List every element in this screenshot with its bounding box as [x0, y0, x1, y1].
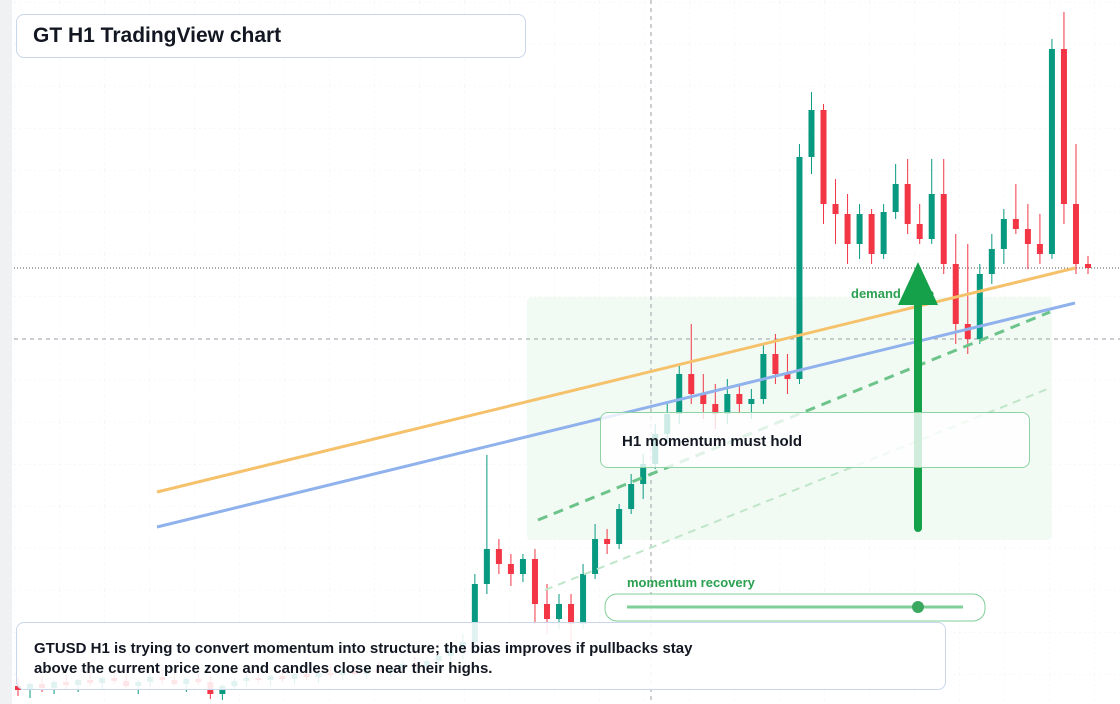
candle-body [471, 584, 478, 642]
candle-body [616, 509, 623, 544]
candle-body [604, 539, 611, 544]
candle-body [892, 184, 899, 212]
candle-body [820, 110, 827, 204]
candle-body [556, 604, 563, 619]
arrow-head [898, 262, 938, 305]
candle-body [676, 374, 683, 414]
candle-body [543, 604, 550, 619]
candle-body [856, 214, 863, 244]
candle-body [495, 549, 502, 564]
candle-body [880, 212, 887, 254]
candle-body [832, 204, 839, 214]
candle-body [531, 559, 538, 604]
candle-body [976, 274, 983, 339]
candle-body [640, 464, 647, 484]
callout-text: H1 momentum must hold [622, 433, 803, 450]
candle-body [760, 354, 767, 399]
candle-body [568, 604, 575, 624]
candle-body [483, 549, 490, 584]
candle-body [868, 214, 875, 254]
left-edge [0, 0, 12, 704]
slider-label: momentum recovery [627, 575, 756, 590]
title-box: GT H1 TradingView chart [16, 14, 526, 58]
candle-body [700, 394, 707, 404]
candle-body [1060, 49, 1067, 204]
note: GTUSD H1 is trying to convert momentum i… [34, 640, 693, 677]
candle-body [1000, 219, 1007, 249]
candle-body [688, 374, 695, 394]
candle-body [844, 214, 851, 244]
candle-body [940, 194, 947, 264]
candle-body [519, 559, 526, 574]
candle-body [916, 224, 923, 239]
candle-body [507, 564, 514, 574]
candle-body [784, 374, 791, 379]
candle-body [1072, 204, 1079, 264]
candle-body [712, 404, 719, 414]
candle-body [1012, 219, 1019, 229]
candle-body [724, 394, 731, 414]
candle-body [628, 484, 635, 509]
candle-body [904, 184, 911, 224]
candle-body [796, 157, 803, 379]
note-box: GTUSD H1 is trying to convert momentum i… [16, 622, 946, 690]
candle-body [988, 249, 995, 274]
candle-body [748, 399, 755, 404]
candle-body [772, 354, 779, 374]
candle-body [1048, 49, 1055, 254]
candle-body [592, 539, 599, 574]
candle-body [1085, 264, 1091, 268]
candle-body [928, 194, 935, 239]
candle-body [580, 574, 587, 624]
slider-knob[interactable] [912, 601, 924, 613]
candle-body [219, 686, 226, 694]
candle-body [1036, 244, 1043, 254]
title: GT H1 TradingView chart [33, 24, 282, 47]
callout: H1 momentum must hold [600, 412, 1030, 468]
candle-body [952, 264, 959, 324]
candle-body [808, 110, 815, 157]
candle-body [736, 394, 743, 404]
candle-body [1024, 229, 1031, 244]
candle-body [964, 324, 971, 339]
